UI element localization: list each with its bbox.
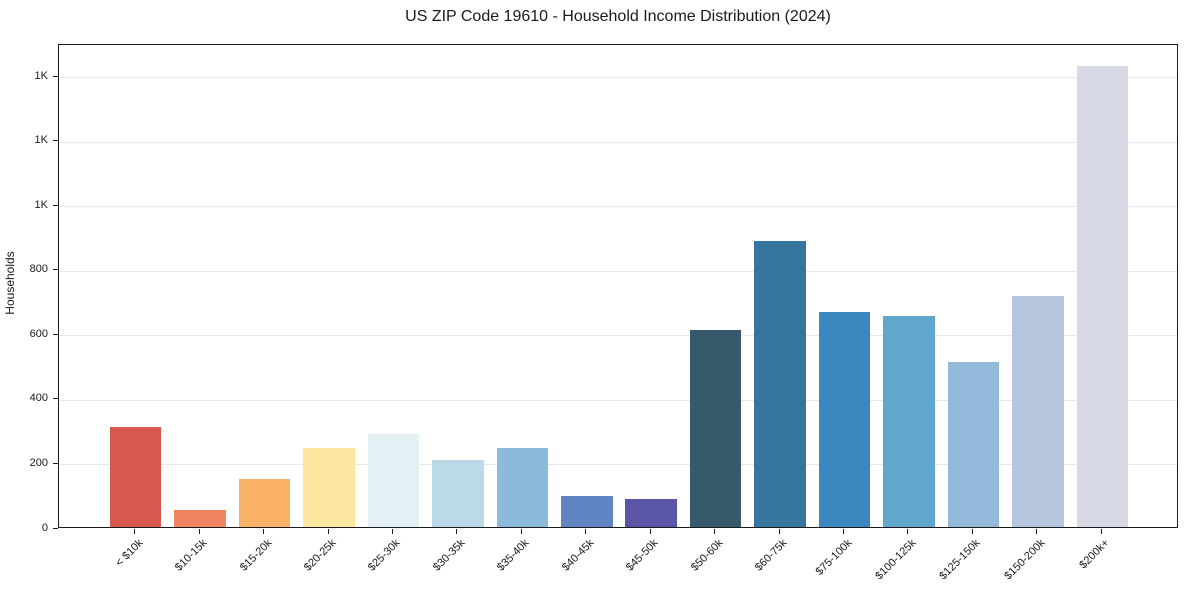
x-tick-mark (907, 529, 909, 534)
y-tick-mark (53, 204, 58, 206)
bar (1076, 65, 1129, 527)
y-tick-label: 1K (34, 69, 48, 82)
gridline (59, 270, 1177, 272)
bar (754, 241, 806, 527)
x-tick-mark (263, 529, 265, 534)
plot-area (58, 44, 1178, 528)
gridline (59, 335, 1177, 337)
y-tick-mark (53, 333, 58, 335)
x-tick-mark (391, 529, 393, 534)
x-tick-label: < $10k (113, 537, 146, 570)
bar (109, 426, 162, 527)
x-tick-mark (198, 529, 200, 534)
bar (174, 510, 226, 527)
y-tick-mark (53, 269, 58, 271)
y-tick-mark (53, 527, 58, 529)
y-tick-label: 1K (34, 198, 48, 211)
x-tick-mark (714, 529, 716, 534)
x-tick-mark (327, 529, 329, 534)
gridline (59, 399, 1177, 401)
bar (1012, 296, 1064, 527)
bar (818, 312, 871, 527)
x-tick-mark (649, 529, 651, 534)
y-tick-label: 400 (29, 392, 48, 405)
y-tick-label: 0 (41, 521, 48, 534)
bar (238, 479, 291, 527)
x-tick-mark (520, 529, 522, 534)
y-tick-label: 1K (34, 134, 48, 147)
x-tick-mark (134, 529, 136, 534)
x-tick-mark (843, 529, 845, 534)
bar (303, 447, 355, 527)
bar (947, 361, 1000, 527)
bar (496, 447, 549, 527)
y-tick-mark (53, 75, 58, 77)
x-tick-mark (456, 529, 458, 534)
bar (625, 498, 677, 527)
chart-title: US ZIP Code 19610 - Household Income Dis… (405, 8, 831, 25)
bar (367, 434, 420, 527)
y-axis-label: Households (3, 251, 17, 315)
bar (689, 329, 742, 527)
gridline (59, 77, 1177, 79)
x-tick-mark (1036, 529, 1038, 534)
gridline (59, 141, 1177, 143)
y-tick-mark (53, 462, 58, 464)
gridline (59, 206, 1177, 208)
y-tick-label: 800 (29, 263, 48, 276)
y-tick-label: 600 (29, 327, 48, 340)
bar (883, 315, 935, 527)
x-tick-mark (971, 529, 973, 534)
y-tick-label: 200 (29, 456, 48, 469)
x-tick-mark (778, 529, 780, 534)
x-tick-mark (1100, 529, 1102, 534)
y-tick-mark (53, 398, 58, 400)
y-tick-mark (53, 140, 58, 142)
bar (432, 459, 484, 527)
gridline (59, 464, 1177, 466)
bar (561, 496, 613, 527)
x-tick-mark (585, 529, 587, 534)
